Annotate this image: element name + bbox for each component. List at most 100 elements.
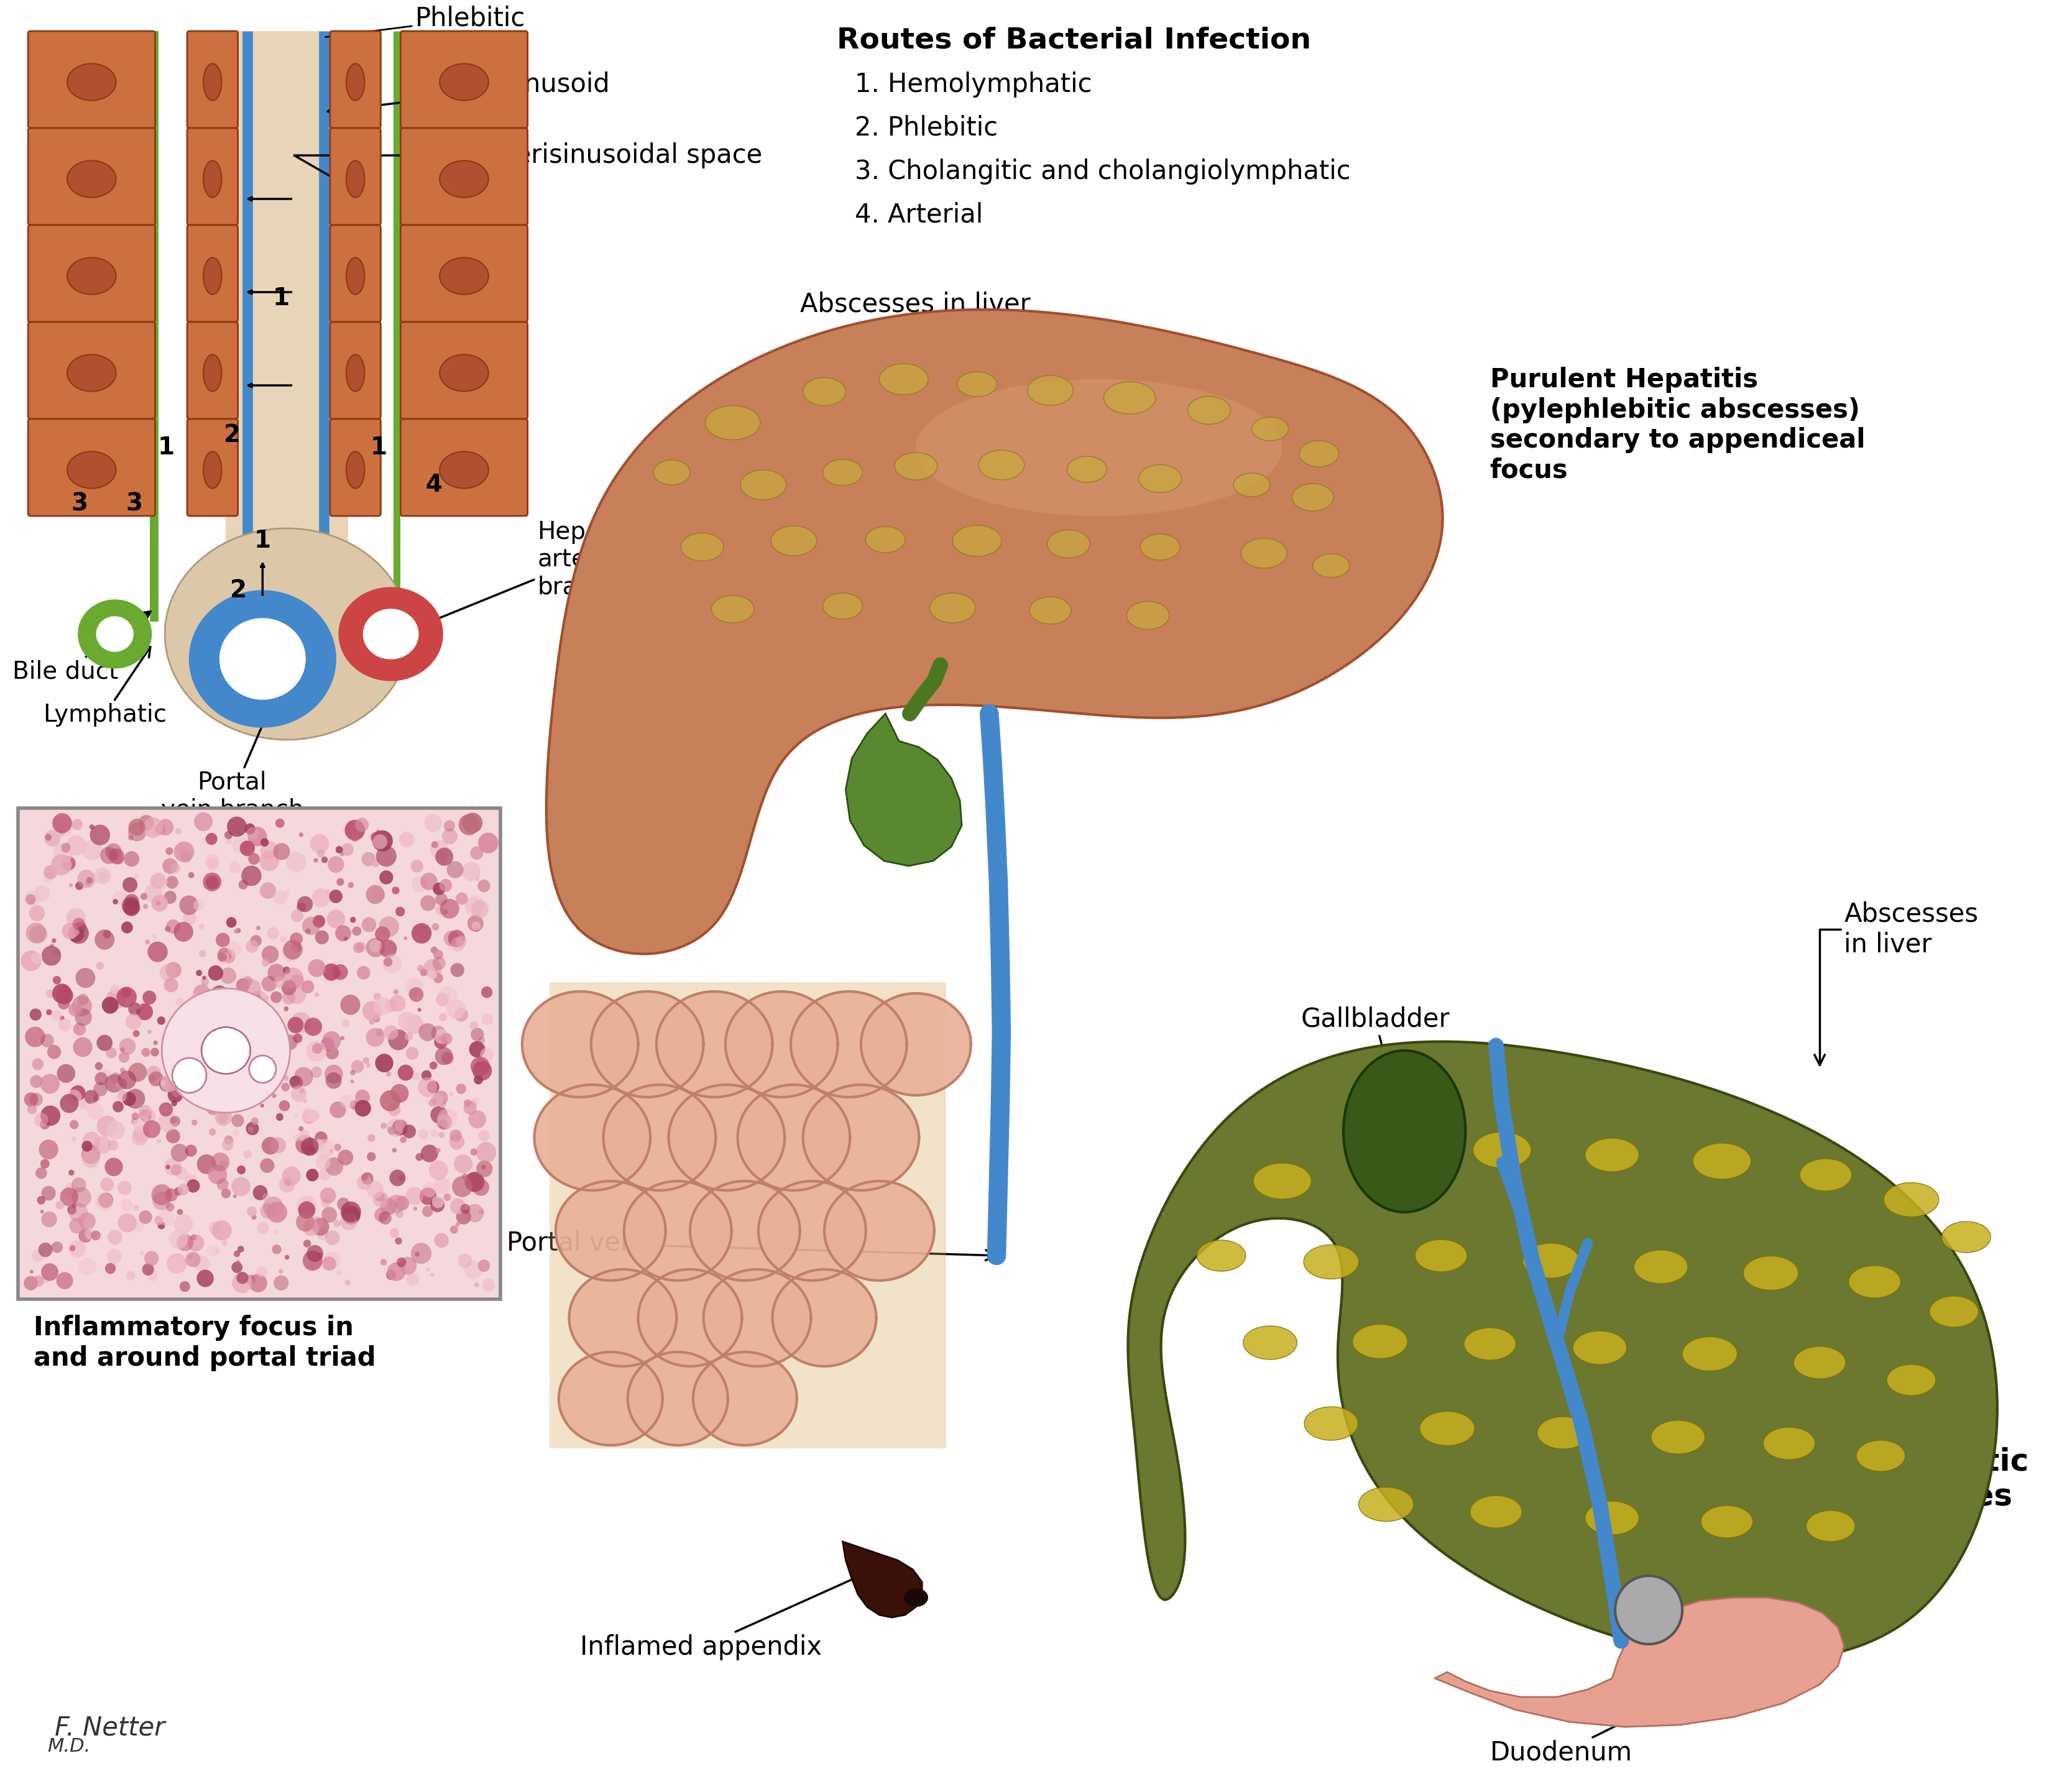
- Text: Perisinusoidal space: Perisinusoidal space: [294, 143, 762, 184]
- Circle shape: [99, 1177, 114, 1191]
- Circle shape: [44, 830, 60, 846]
- Circle shape: [443, 1193, 452, 1200]
- Ellipse shape: [903, 1589, 928, 1607]
- Text: Lymphatic: Lymphatic: [44, 648, 166, 726]
- Circle shape: [294, 1079, 298, 1084]
- Circle shape: [160, 964, 176, 980]
- Circle shape: [352, 943, 365, 954]
- Circle shape: [118, 1181, 133, 1195]
- Circle shape: [435, 905, 445, 914]
- Text: F. Netter: F. Netter: [56, 1716, 166, 1741]
- Polygon shape: [1127, 1041, 1997, 1660]
- Ellipse shape: [1030, 598, 1071, 624]
- Circle shape: [303, 1220, 319, 1236]
- Circle shape: [211, 1220, 232, 1240]
- Circle shape: [155, 1217, 164, 1225]
- Circle shape: [104, 930, 112, 939]
- Circle shape: [400, 1136, 406, 1143]
- Circle shape: [240, 841, 255, 857]
- Circle shape: [280, 936, 286, 943]
- Ellipse shape: [916, 379, 1283, 515]
- Circle shape: [338, 1150, 352, 1165]
- Circle shape: [462, 862, 481, 882]
- Ellipse shape: [203, 451, 222, 488]
- Circle shape: [232, 1177, 251, 1197]
- Circle shape: [182, 911, 197, 925]
- Circle shape: [317, 1229, 327, 1240]
- Circle shape: [282, 1034, 298, 1050]
- Circle shape: [133, 1204, 139, 1211]
- Circle shape: [356, 941, 367, 952]
- Circle shape: [97, 1193, 114, 1208]
- FancyBboxPatch shape: [29, 419, 155, 515]
- Circle shape: [46, 989, 54, 998]
- Circle shape: [390, 1170, 406, 1186]
- Circle shape: [52, 977, 60, 984]
- Circle shape: [215, 993, 228, 1005]
- FancyBboxPatch shape: [186, 419, 238, 515]
- Circle shape: [325, 1231, 340, 1245]
- Circle shape: [334, 1143, 342, 1150]
- Circle shape: [309, 959, 325, 977]
- Circle shape: [381, 1259, 387, 1265]
- Circle shape: [116, 1079, 126, 1090]
- Polygon shape: [690, 1181, 800, 1281]
- Circle shape: [479, 832, 499, 853]
- Ellipse shape: [978, 451, 1024, 479]
- Text: 4: 4: [425, 472, 441, 497]
- Circle shape: [166, 1165, 170, 1170]
- Circle shape: [257, 925, 261, 930]
- Circle shape: [300, 1088, 305, 1093]
- Circle shape: [176, 1077, 195, 1095]
- Circle shape: [106, 1073, 122, 1093]
- Circle shape: [228, 941, 240, 957]
- Circle shape: [66, 909, 85, 928]
- Circle shape: [284, 966, 290, 973]
- Circle shape: [176, 1209, 182, 1215]
- Circle shape: [87, 877, 93, 884]
- Circle shape: [178, 846, 186, 855]
- Circle shape: [31, 1249, 44, 1261]
- Circle shape: [184, 1145, 197, 1157]
- Circle shape: [139, 1251, 145, 1256]
- Circle shape: [178, 1041, 186, 1048]
- Circle shape: [249, 827, 267, 846]
- Circle shape: [385, 1270, 396, 1281]
- Circle shape: [247, 1206, 257, 1217]
- Circle shape: [44, 871, 54, 884]
- Polygon shape: [522, 991, 638, 1097]
- Circle shape: [189, 1256, 193, 1259]
- Circle shape: [213, 1045, 218, 1048]
- Circle shape: [174, 1188, 182, 1195]
- Circle shape: [336, 878, 344, 886]
- Circle shape: [170, 1143, 189, 1161]
- Circle shape: [236, 1261, 240, 1265]
- Circle shape: [81, 1141, 93, 1152]
- Circle shape: [363, 1057, 369, 1064]
- Circle shape: [448, 861, 464, 878]
- Circle shape: [176, 1068, 189, 1079]
- Circle shape: [122, 921, 133, 934]
- Circle shape: [303, 1240, 311, 1247]
- Ellipse shape: [1857, 1440, 1904, 1471]
- Circle shape: [232, 1272, 253, 1293]
- Circle shape: [472, 1097, 481, 1106]
- Circle shape: [261, 841, 278, 859]
- Circle shape: [220, 968, 236, 984]
- FancyBboxPatch shape: [186, 322, 238, 419]
- Circle shape: [381, 1122, 387, 1129]
- Circle shape: [481, 1165, 487, 1170]
- Ellipse shape: [1848, 1265, 1900, 1299]
- Circle shape: [332, 964, 348, 980]
- Circle shape: [327, 1157, 340, 1172]
- Circle shape: [323, 1030, 342, 1050]
- Circle shape: [373, 830, 394, 852]
- FancyBboxPatch shape: [186, 30, 238, 129]
- Ellipse shape: [66, 258, 116, 295]
- Circle shape: [172, 1088, 182, 1097]
- Text: Cholangitic
Abscesses: Cholangitic Abscesses: [1832, 1447, 2028, 1512]
- Ellipse shape: [66, 354, 116, 392]
- Circle shape: [431, 1272, 435, 1277]
- Circle shape: [73, 1204, 77, 1208]
- Circle shape: [172, 1100, 178, 1106]
